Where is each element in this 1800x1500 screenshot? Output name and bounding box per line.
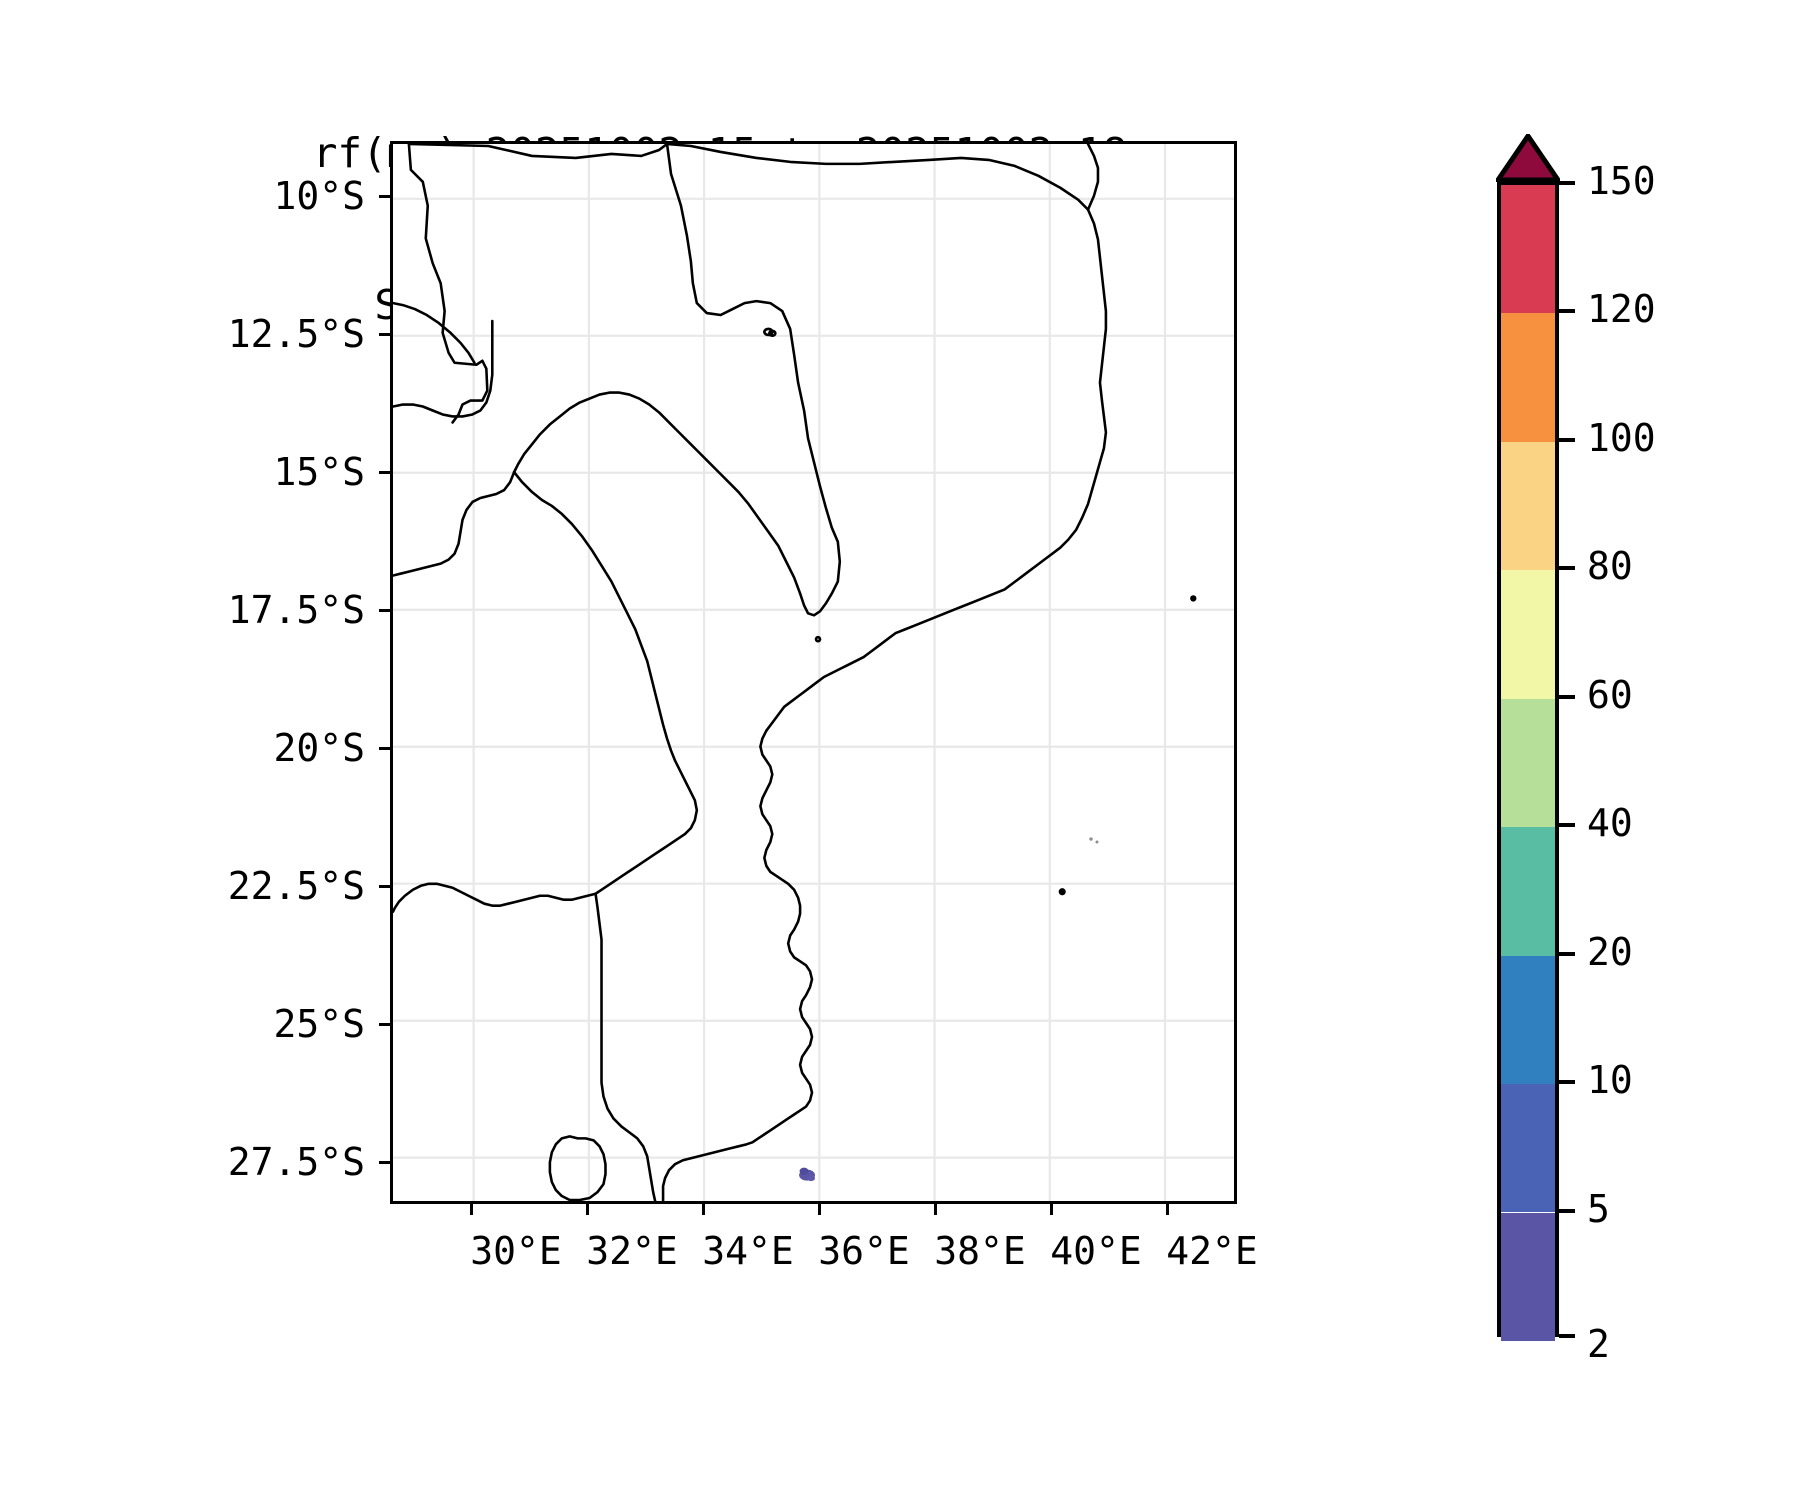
colorbar-label-40: 40 bbox=[1587, 801, 1633, 846]
colorbar-tick-10 bbox=[1559, 1080, 1575, 1085]
ytick-mark bbox=[379, 608, 390, 612]
xtick-label-30E: 30°E bbox=[470, 1229, 562, 1273]
colorbar-label-5: 5 bbox=[1587, 1186, 1610, 1231]
colorbar-band-10-20 bbox=[1501, 955, 1555, 1085]
colorbar-tick-20 bbox=[1559, 951, 1575, 956]
colorbar-gradient-body bbox=[1497, 181, 1559, 1341]
ytick-mark bbox=[379, 194, 390, 198]
ytick-label-12-5S: 12.5°S bbox=[227, 312, 365, 356]
ytick-mark bbox=[379, 470, 390, 474]
colorbar-band-5-10 bbox=[1501, 1084, 1555, 1213]
xtick-label-36E: 36°E bbox=[818, 1229, 910, 1273]
xtick-label-32E: 32°E bbox=[586, 1229, 678, 1273]
xtick-mark bbox=[470, 1204, 473, 1215]
colorbar-tick-120 bbox=[1559, 309, 1575, 314]
colorbar-extend-arrow-icon bbox=[1496, 134, 1560, 182]
colorbar-band-40-60 bbox=[1501, 698, 1555, 828]
colorbar-label-2: 2 bbox=[1587, 1322, 1610, 1366]
ytick-label-27-5S: 27.5°S bbox=[227, 1140, 365, 1184]
colorbar-label-60: 60 bbox=[1587, 672, 1633, 717]
colorbar-band-60-80 bbox=[1501, 570, 1555, 699]
colorbar-tick-2 bbox=[1559, 1334, 1575, 1338]
xtick-mark bbox=[818, 1204, 821, 1215]
ytick-label-25S: 25°S bbox=[273, 1002, 365, 1046]
xtick-label-34E: 34°E bbox=[702, 1229, 794, 1273]
colorbar-tick-5 bbox=[1559, 1208, 1575, 1213]
xtick-mark bbox=[702, 1204, 705, 1215]
colorbar-label-150: 150 bbox=[1587, 159, 1656, 203]
map-canvas bbox=[393, 144, 1234, 1201]
colorbar-tick-100 bbox=[1559, 437, 1575, 442]
ytick-mark bbox=[379, 746, 390, 750]
xtick-mark bbox=[1166, 1204, 1169, 1215]
ytick-label-22-5S: 22.5°S bbox=[227, 864, 365, 908]
colorbar-label-120: 120 bbox=[1587, 287, 1656, 332]
ytick-label-20S: 20°S bbox=[273, 726, 365, 770]
colorbar-label-80: 80 bbox=[1587, 544, 1633, 589]
colorbar-band-120-150 bbox=[1501, 185, 1555, 314]
map-vector-layer bbox=[393, 144, 1234, 1201]
colorbar-label-20: 20 bbox=[1587, 929, 1633, 974]
gridlines-longitude bbox=[472, 144, 1167, 1201]
colorbar-tick-150 bbox=[1559, 181, 1575, 185]
ytick-label-17-5S: 17.5°S bbox=[227, 588, 365, 632]
ytick-label-15S: 15°S bbox=[273, 450, 365, 494]
colorbar-band-20-40 bbox=[1501, 827, 1555, 956]
colorbar-tick-60 bbox=[1559, 694, 1575, 699]
xtick-label-40E: 40°E bbox=[1050, 1229, 1142, 1273]
xtick-label-42E: 42°E bbox=[1166, 1229, 1258, 1273]
colorbar-band-80-100 bbox=[1501, 441, 1555, 571]
ytick-mark bbox=[379, 1022, 390, 1026]
colorbar-label-10: 10 bbox=[1587, 1058, 1633, 1103]
map-plot-area bbox=[390, 141, 1237, 1204]
xtick-mark bbox=[934, 1204, 937, 1215]
ytick-mark bbox=[379, 884, 390, 888]
ytick-label-10S: 10°S bbox=[273, 174, 365, 218]
colorbar-tick-40 bbox=[1559, 823, 1575, 828]
colorbar-label-100: 100 bbox=[1587, 415, 1656, 460]
country-borders bbox=[393, 144, 1108, 1201]
ytick-mark bbox=[379, 1160, 390, 1164]
ytick-mark bbox=[379, 332, 390, 336]
rainfall-data-layer bbox=[799, 1167, 815, 1182]
colorbar-band-100-120 bbox=[1501, 313, 1555, 442]
ocean-island-specks bbox=[1058, 595, 1197, 896]
xtick-label-38E: 38°E bbox=[934, 1229, 1026, 1273]
colorbar-band-2-5 bbox=[1501, 1212, 1555, 1341]
gridlines-latitude bbox=[393, 197, 1234, 1159]
colorbar: 150 120 100 80 60 40 20 10 5 2 bbox=[1496, 134, 1656, 1363]
xtick-mark bbox=[1050, 1204, 1053, 1215]
xtick-mark bbox=[586, 1204, 589, 1215]
colorbar-tick-80 bbox=[1559, 566, 1575, 571]
